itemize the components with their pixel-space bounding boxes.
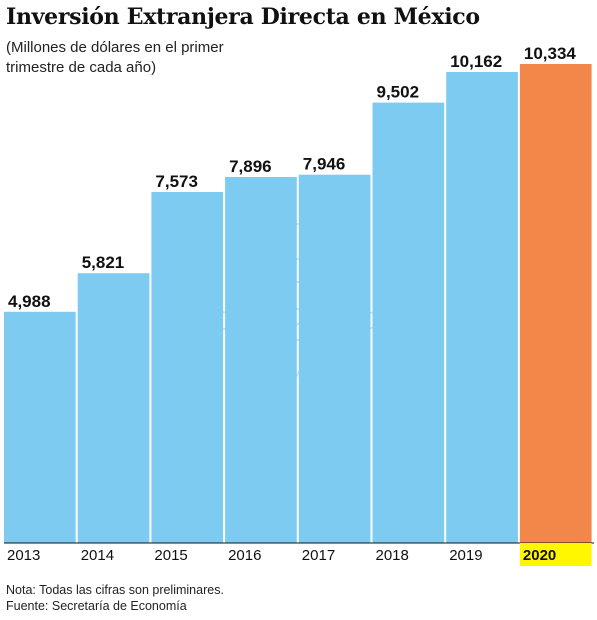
x-tick-2019: 2019 [449, 547, 482, 564]
value-label-2016: 7,896 [229, 157, 272, 176]
bar-2015 [151, 192, 224, 543]
x-tick-2015: 2015 [154, 547, 187, 564]
x-tick-2017: 2017 [302, 547, 335, 564]
value-label-2013: 4,988 [8, 292, 51, 311]
chart-subtitle: (Millones de dólares en el primer trimes… [6, 39, 224, 76]
bar-2020 [519, 64, 592, 543]
x-axis-ticks: 2013 2014 2015 2016 2017 2018 2019 2020 [7, 543, 592, 566]
bar-2018 [372, 102, 445, 543]
value-label-2014: 5,821 [82, 253, 125, 272]
bar-chart: 4,988 5,821 7,573 7,896 7,946 9,502 10,162 10,3… [4, 44, 594, 566]
x-tick-2014: 2014 [81, 547, 114, 564]
bar-2014 [77, 273, 150, 543]
note-text: Nota: Todas las cifras son preliminares. [6, 583, 224, 597]
x-tick-2018: 2018 [376, 547, 409, 564]
bar-2016 [225, 177, 297, 543]
x-tick-2020: 2020 [523, 547, 556, 564]
source-text: Fuente: Secretaría de Economía [6, 599, 187, 613]
value-label-2020: 10,334 [524, 44, 577, 63]
value-label-2017: 7,946 [303, 155, 346, 174]
x-tick-2013: 2013 [7, 547, 40, 564]
bar-2019 [446, 72, 518, 543]
bar-2013 [4, 311, 76, 543]
chart-notes: Nota: Todas las cifras son preliminares.… [6, 582, 224, 614]
value-label-2015: 7,573 [155, 172, 198, 191]
bar-2017 [298, 174, 371, 543]
x-tick-2016: 2016 [228, 547, 261, 564]
value-label-2019: 10,162 [450, 52, 502, 71]
value-label-2018: 9,502 [377, 83, 420, 102]
bars-group: 4,988 5,821 7,573 7,896 7,946 9,502 10,162 10,3… [4, 44, 592, 543]
chart-title: Inversión Extranjera Directa en México [6, 4, 480, 30]
highlight-tick-background [519, 543, 592, 566]
